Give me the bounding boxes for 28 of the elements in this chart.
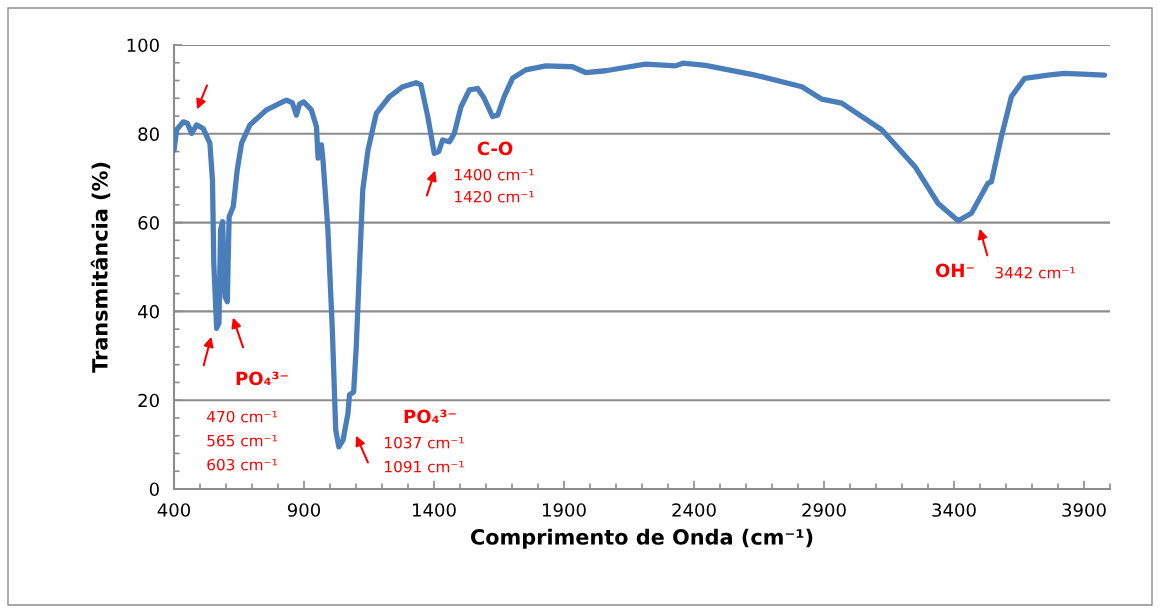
x-tick-label: 3400	[932, 503, 976, 517]
y-tick-label: 40	[138, 304, 159, 319]
y-tick-label: 0	[149, 482, 159, 497]
annotation: 565 cm⁻¹	[207, 434, 277, 447]
y-tick-label: 100	[127, 38, 159, 53]
y-tick-label: 80	[138, 127, 159, 141]
annotation: 1400 cm⁻¹	[455, 168, 534, 181]
annotation: 3442 cm⁻¹	[995, 266, 1075, 279]
x-axis-title: Comprimento de Onda (cm⁻¹)	[470, 528, 813, 549]
annotation: 1037 cm⁻¹	[385, 436, 464, 449]
y-axis-title: Transmitância (%)	[90, 162, 111, 373]
x-tick-label: 1400	[413, 503, 456, 517]
x-tick-label: 400	[157, 503, 191, 517]
annotation: 1091 cm⁻¹	[385, 460, 464, 473]
annotation: 470 cm⁻¹	[207, 410, 277, 423]
x-tick-label: 3900	[1062, 503, 1106, 517]
annotation: 603 cm⁻¹	[207, 458, 277, 471]
x-tick-label: 2900	[802, 503, 846, 517]
annotation: PO₄³⁻	[404, 409, 456, 424]
annotation: OH⁻	[935, 263, 974, 278]
x-tick-label: 900	[287, 503, 321, 517]
x-tick-label: 2400	[672, 503, 716, 517]
y-tick-label: 20	[138, 393, 159, 408]
annotation: C-O	[477, 141, 513, 156]
annotation: 1420 cm⁻¹	[455, 190, 534, 203]
y-tick-label: 60	[138, 216, 159, 230]
annotation: PO₄³⁻	[236, 371, 288, 386]
x-tick-label: 1900	[543, 503, 586, 517]
